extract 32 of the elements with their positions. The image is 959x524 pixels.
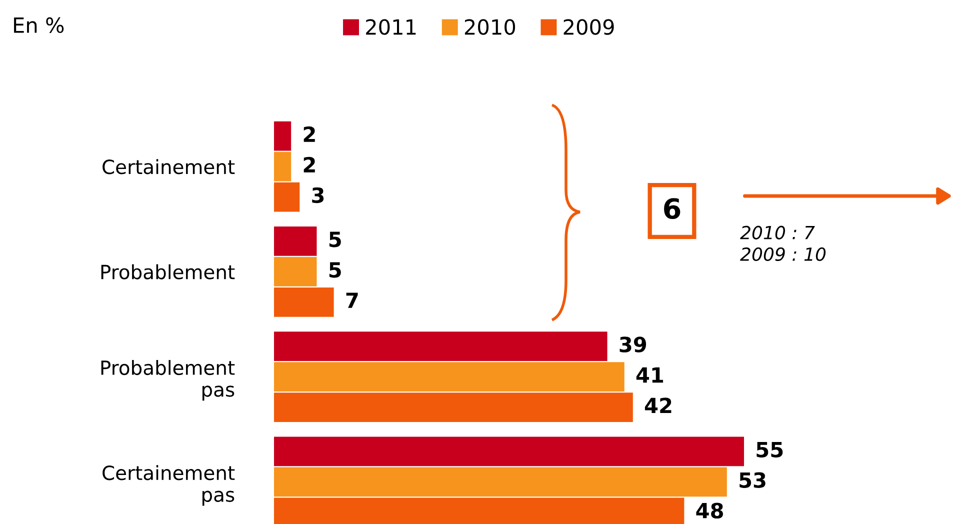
bar	[274, 256, 317, 286]
data-label: 2	[304, 126, 315, 142]
text: En %	[14, 17, 64, 34]
bar	[274, 152, 292, 182]
data-label: 5	[329, 262, 341, 278]
y-tick-label: Probablement	[101, 264, 235, 280]
data-label: 7	[346, 292, 358, 308]
bar	[274, 362, 624, 392]
bar	[274, 182, 300, 212]
data-label: 48	[696, 502, 723, 518]
data-label: 2	[304, 156, 315, 172]
y-tick-label: Certainement pas	[102, 465, 235, 506]
data-label: 55	[756, 442, 783, 458]
data-label: 39	[620, 336, 646, 352]
annotation: 6	[664, 198, 680, 220]
data-label: 5	[329, 232, 341, 248]
data-label: 42	[644, 398, 672, 414]
y-tick-label: Probablement pas	[101, 360, 235, 401]
bar	[274, 226, 317, 256]
bar	[274, 332, 608, 362]
annotation: 2010 : 7 2009 : 10	[740, 226, 826, 262]
data-label: 41	[636, 367, 664, 383]
y-tick-label: Certainement	[102, 159, 235, 174]
legend-label: 2010	[464, 19, 516, 35]
legend-label: 2009	[564, 19, 614, 35]
bar	[274, 392, 633, 422]
data-label: 3	[312, 187, 324, 204]
bar	[274, 287, 334, 317]
bar	[274, 121, 292, 151]
data-label: 53	[740, 472, 766, 488]
legend-label: 2011	[366, 19, 416, 35]
bar	[274, 436, 744, 466]
